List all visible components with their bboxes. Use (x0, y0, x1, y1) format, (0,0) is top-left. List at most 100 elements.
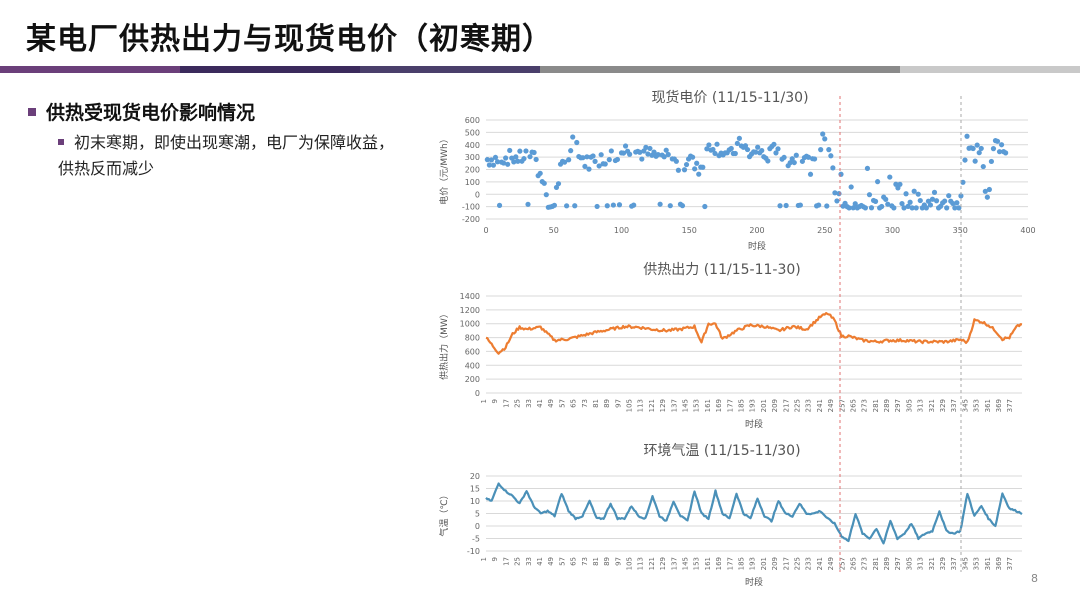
y-tick-label: 200 (465, 375, 480, 384)
x-tick-label: 41 (536, 557, 544, 566)
x-tick-label: 17 (502, 399, 510, 408)
x-tick-label: 137 (670, 557, 678, 570)
x-tick-label: 217 (782, 399, 790, 412)
chart-title: 供热出力 (11/15-11-30) (643, 262, 800, 278)
scatter-point (651, 149, 657, 155)
scatter-point (622, 143, 629, 149)
scatter-point (561, 159, 568, 165)
scatter-point (811, 156, 818, 162)
x-tick-label: 361 (984, 399, 992, 412)
x-tick-label: 209 (771, 399, 779, 412)
scatter-point (927, 202, 934, 208)
scatter-point (942, 198, 948, 204)
scatter-point (952, 205, 958, 211)
x-tick-label: 150 (682, 226, 697, 235)
x-tick-label: 73 (581, 557, 589, 566)
scatter-point (783, 202, 789, 209)
bullet-square-icon (28, 107, 36, 116)
scatter-point (765, 158, 771, 164)
scatter-point (805, 154, 812, 160)
y-axis-label: 气温（℃） (438, 490, 450, 536)
y-axis-label: 供热出力（MW） (438, 309, 450, 380)
scatter-point (905, 203, 911, 209)
scatter-point (996, 149, 1003, 155)
y-tick-label: 5 (475, 510, 480, 519)
x-tick-label: 121 (648, 557, 656, 570)
scatter-point (974, 142, 980, 148)
scatter-point (736, 135, 742, 141)
x-tick-label: 249 (827, 557, 835, 570)
scatter-point (598, 152, 604, 158)
x-tick-label: 49 (547, 399, 555, 408)
y-tick-label: -200 (462, 215, 480, 224)
x-tick-label: 289 (883, 557, 891, 570)
scatter-point (820, 131, 826, 137)
scatter-point (753, 149, 759, 155)
x-tick-label: 113 (637, 399, 645, 412)
scatter-point (862, 205, 869, 211)
series-line (485, 312, 1023, 355)
x-tick-label: 249 (827, 399, 835, 412)
scatter-point (494, 159, 501, 165)
scatter-point (909, 205, 915, 211)
x-tick-label: 361 (984, 557, 992, 570)
scatter-point (933, 198, 940, 204)
x-tick-label: 97 (614, 557, 622, 566)
scatter-point (614, 156, 621, 163)
scatter-point (555, 181, 562, 187)
scatter-point (958, 193, 964, 199)
scatter-point (700, 164, 706, 170)
y-tick-label: 0 (475, 190, 480, 199)
x-tick-label: 145 (682, 557, 690, 570)
scatter-point (891, 205, 897, 211)
scatter-point (868, 205, 875, 211)
x-tick-label: 81 (592, 399, 600, 408)
bullet-sub: 初末寒期，即使出现寒潮，电厂为保障收益，供热反而减少 (58, 130, 408, 182)
scatter-point (690, 154, 696, 160)
y-tick-label: 100 (465, 178, 480, 187)
scatter-point (696, 171, 702, 177)
x-tick-label: 1 (480, 557, 488, 561)
scatter-point (572, 203, 578, 209)
scatter-point (793, 152, 799, 158)
x-tick-label: 137 (670, 399, 678, 412)
scatter-point (944, 205, 950, 211)
slide-title: 某电厂供热出力与现货电价（初寒期） (26, 22, 553, 57)
x-tick-label: 25 (514, 399, 522, 408)
scatter-point (980, 163, 986, 170)
x-tick-label: 313 (917, 399, 925, 412)
scatter-point (645, 151, 651, 157)
scatter-point (789, 156, 795, 162)
scatter-point (706, 142, 712, 148)
x-tick-label: 241 (816, 557, 824, 570)
y-tick-label: 15 (470, 485, 480, 494)
x-tick-label: 225 (793, 557, 801, 570)
x-tick-label: 233 (805, 399, 813, 412)
x-tick-label: 201 (760, 399, 768, 412)
scatter-point (818, 147, 824, 153)
scatter-point (667, 203, 673, 209)
scatter-point (822, 136, 828, 142)
y-tick-label: -10 (467, 547, 480, 556)
scatter-point (787, 160, 793, 166)
scatter-point (826, 147, 832, 153)
scatter-point (486, 162, 492, 168)
scatter-point (797, 202, 803, 208)
x-tick-label: 100 (614, 226, 629, 235)
x-tick-label: 105 (626, 399, 634, 412)
x-tick-label: 153 (693, 557, 701, 570)
scatter-point (620, 150, 627, 156)
x-tick-label: 113 (637, 557, 645, 570)
scatter-point (657, 201, 663, 207)
scatter-point (771, 141, 777, 147)
scatter-point (710, 146, 716, 153)
x-tick-label: 9 (491, 399, 499, 403)
y-tick-label: 600 (465, 116, 480, 125)
x-tick-label: 305 (905, 557, 913, 570)
chart-title: 现货电价 (11/15-11/30) (651, 89, 808, 106)
x-tick-label: 33 (525, 557, 533, 566)
series-line (485, 482, 1023, 545)
scatter-point (838, 171, 844, 177)
scatter-point (574, 139, 580, 146)
scatter-point (954, 200, 960, 206)
